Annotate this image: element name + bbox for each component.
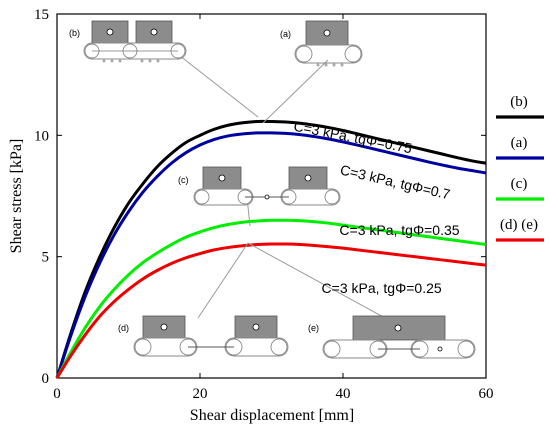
curve-labels: C=3 kPa, tgΦ=0.75C=3 kPa, tgΦ=0.7C=3 kPa… <box>292 118 459 296</box>
y-tick-label: 0 <box>42 371 50 387</box>
y-axis-label: Shear stress [kPa] <box>8 139 25 254</box>
inset-leader-lines <box>174 51 386 319</box>
data-curves <box>55 119 487 379</box>
inset-d-label: (d) <box>118 323 129 333</box>
inset-a-diagram: (a) <box>280 20 363 67</box>
leader-line-b <box>174 51 259 118</box>
x-tick-label: 20 <box>193 386 208 402</box>
inset-d-diagram: (d) <box>118 315 289 357</box>
legend-label-de: (d) (e) <box>500 217 538 233</box>
inset-e-diagram: (e) <box>308 315 476 359</box>
y-tick-label: 10 <box>34 128 49 144</box>
inset-b-diagram: (b) <box>69 20 187 63</box>
inset-c-diagram: (c) <box>178 166 341 206</box>
legend-label-c: (c) <box>511 176 528 192</box>
inset-b-label: (b) <box>69 28 80 38</box>
leader-line-e <box>247 242 386 319</box>
curve-label-c: C=3 kPa, tgΦ=0.35 <box>339 222 459 238</box>
x-tick-label: 60 <box>479 386 494 402</box>
axis-ticks: 0 20 40 60 0 5 10 15 <box>34 7 494 402</box>
y-tick-label: 15 <box>34 7 49 23</box>
legend-label-a: (a) <box>511 135 528 151</box>
inset-e-label: (e) <box>308 323 319 333</box>
curve-a <box>55 131 487 379</box>
x-axis-label: Shear displacement [mm] <box>190 407 354 424</box>
legend: (b) (a) (c) (d) (e) <box>496 94 544 242</box>
legend-label-b: (b) <box>510 94 528 110</box>
curve-de <box>55 242 487 379</box>
curve-label-a: C=3 kPa, tgΦ=0.7 <box>339 161 452 202</box>
plot-frame <box>56 13 487 379</box>
y-tick-label: 5 <box>42 250 50 266</box>
curve-b <box>55 119 487 379</box>
x-tick-label: 0 <box>53 386 61 402</box>
inset-a-label: (a) <box>280 29 291 39</box>
leader-line-a <box>262 59 329 124</box>
curve-label-de: C=3 kPa, tgΦ=0.25 <box>322 280 442 296</box>
leader-line-d <box>197 242 249 319</box>
curve-c <box>55 218 487 379</box>
inset-c-label: (c) <box>178 175 189 185</box>
x-tick-label: 40 <box>336 386 351 402</box>
